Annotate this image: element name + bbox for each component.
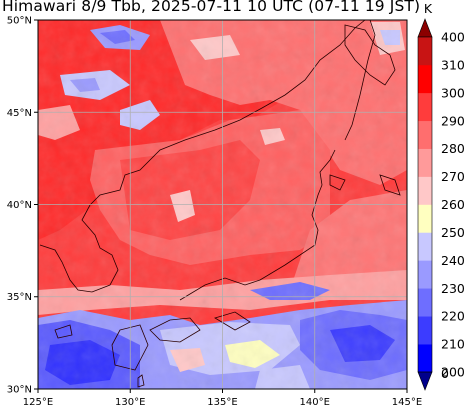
colorbar-unit: K <box>424 1 433 16</box>
y-tick-label: 45°N <box>7 108 32 119</box>
colorbar-swatch <box>418 260 432 289</box>
map-title: Himawari 8/9 Tbb, 2025-07-11 10 UTC (07-… <box>2 0 421 15</box>
colorbar-tick-label: 290 <box>441 113 465 128</box>
colorbar-swatches <box>417 18 433 391</box>
colorbar-swatch <box>418 316 432 345</box>
colorbar-swatch <box>418 148 432 177</box>
x-tick-label: 135°E <box>207 397 237 408</box>
colorbar-swatch <box>418 37 432 66</box>
x-tick-label: 140°E <box>300 397 330 408</box>
colorbar-swatch <box>418 288 432 317</box>
graticule <box>38 20 407 389</box>
colorbar-tick-label: 250 <box>441 225 465 240</box>
colorbar-swatch <box>418 344 432 373</box>
colorbar-tick-label: 200 <box>441 365 465 380</box>
colorbar-labels: 200 210 220 230 240 250 260 270 280 290 300 310 400 0 <box>441 30 465 382</box>
y-tick-label: 40°N <box>7 200 32 211</box>
colorbar-tick-label: 280 <box>441 141 465 156</box>
colorbar-swatch <box>418 120 432 149</box>
y-tick-marks <box>34 19 38 390</box>
colorbar-tick-label: 300 <box>441 85 465 100</box>
colorbar-swatch <box>418 232 432 261</box>
x-tick-marks <box>37 389 408 393</box>
colorbar-max-extension <box>417 18 433 38</box>
y-tick-label: 30°N <box>7 385 32 396</box>
colorbar-swatch <box>418 176 432 205</box>
y-tick-label: 35°N <box>7 292 32 303</box>
colorbar-tick-label: 0 <box>441 366 449 381</box>
colorbar-tick-label: 260 <box>441 197 465 212</box>
colorbar-tick-label: 220 <box>441 309 465 324</box>
x-tick-label: 125°E <box>23 397 53 408</box>
colorbar-tick-label: 230 <box>441 281 465 296</box>
colorbar: K 200 210 220 230 240 250 260 270 280 290 300 310 40… <box>417 1 465 391</box>
colorbar-tick-label: 210 <box>441 337 465 352</box>
colorbar-tick-label: 240 <box>441 253 465 268</box>
colorbar-swatch <box>418 92 432 122</box>
x-tick-label: 145°E <box>392 397 422 408</box>
colorbar-min-extension <box>417 371 433 391</box>
x-tick-label: 130°E <box>115 397 145 408</box>
colorbar-tick-label: 310 <box>441 57 465 72</box>
y-tick-label: 50°N <box>7 16 32 27</box>
colorbar-tick-label: 270 <box>441 169 465 184</box>
colorbar-swatch <box>418 64 432 94</box>
colorbar-swatch <box>418 204 432 233</box>
colorbar-tick-label: 400 <box>441 30 465 45</box>
